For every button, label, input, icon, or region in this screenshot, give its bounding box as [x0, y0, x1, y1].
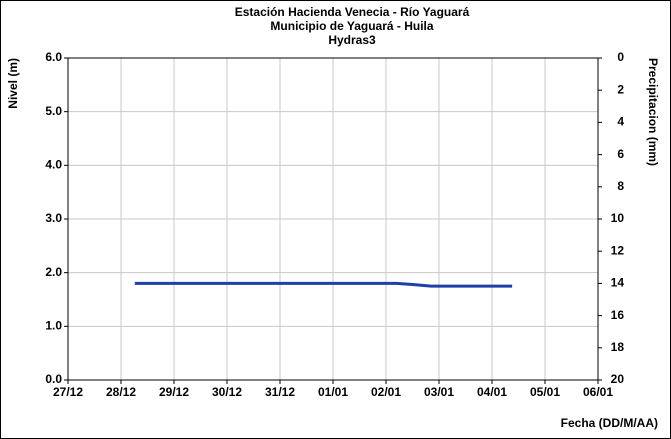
y2-axis-label: Precipitacion (mm): [646, 58, 660, 166]
x-tick-label: 04/01: [477, 385, 507, 399]
y2-tick-label: 16: [611, 308, 625, 322]
chart-title: Municipio de Yaguará - Huila: [270, 19, 433, 33]
plot-area: [67, 57, 599, 381]
x-tick-label: 30/12: [212, 385, 242, 399]
x-tick-label: 06/01: [583, 385, 613, 399]
x-tick-label: 03/01: [424, 385, 454, 399]
y-tick-label: 1.0: [45, 319, 62, 333]
chart-title: Estación Hacienda Venecia - Río Yaguará: [235, 5, 470, 19]
y-axis-label: Nivel (m): [6, 58, 20, 109]
y-tick-label: 4.0: [45, 158, 62, 172]
y-tick-label: 5.0: [45, 104, 62, 118]
chart-title: Hydras3: [328, 33, 376, 47]
y2-tick-label: 10: [611, 211, 625, 225]
y-tick-label: 3.0: [45, 211, 62, 225]
y2-tick-label: 8: [617, 179, 624, 193]
y2-tick-label: 12: [611, 243, 625, 257]
y2-tick-label: 14: [611, 276, 625, 290]
y2-tick-label: 0: [617, 50, 624, 64]
y-tick-label: 2.0: [45, 265, 62, 279]
y2-tick-label: 4: [617, 115, 624, 129]
y2-tick-label: 2: [617, 82, 624, 96]
x-tick-label: 02/01: [371, 385, 401, 399]
series-line: [134, 281, 513, 288]
x-tick-label: 01/01: [318, 385, 348, 399]
x-axis-label: Fecha (DD/M/AA): [561, 416, 658, 430]
x-tick-label: 05/01: [530, 385, 560, 399]
y2-tick-label: 6: [617, 147, 624, 161]
x-tick-label: 28/12: [106, 385, 136, 399]
y-tick-label: 0.0: [45, 372, 62, 386]
y2-tick-label: 20: [611, 372, 625, 386]
x-tick-label: 27/12: [53, 385, 83, 399]
y2-tick-label: 18: [611, 340, 625, 354]
x-tick-label: 31/12: [265, 385, 295, 399]
y-tick-label: 6.0: [45, 50, 62, 64]
x-tick-label: 29/12: [159, 385, 189, 399]
